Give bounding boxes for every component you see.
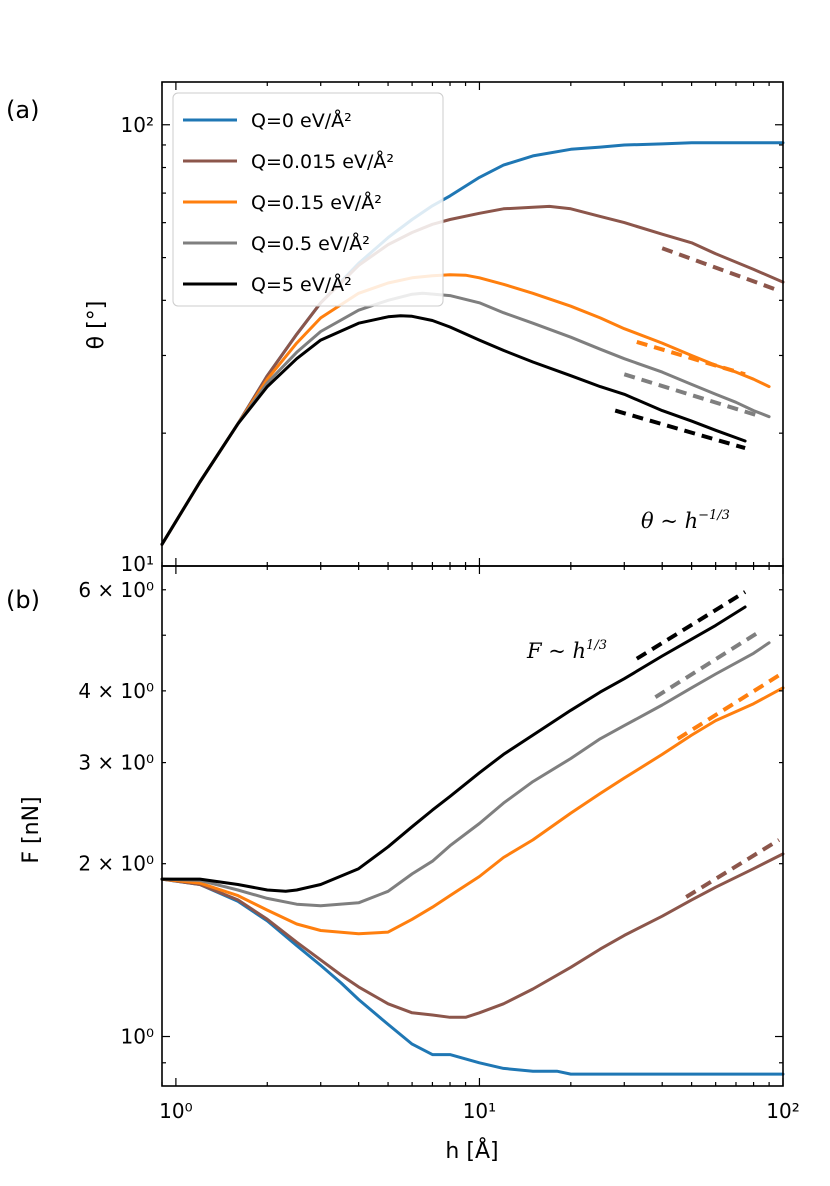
panel-a-guides xyxy=(614,246,777,451)
panel-b-guide-0 xyxy=(635,590,747,661)
panel-a-series-q-5-ev xyxy=(160,314,747,546)
panel-a-series-q-0-015-ev xyxy=(160,204,785,546)
panel-a-label: (a) xyxy=(6,96,39,124)
panel-a-y-axis-label: θ [°] xyxy=(84,301,109,350)
panel-b-y-tick-label: 10⁰ xyxy=(121,1025,154,1049)
panel-a-guide-0 xyxy=(661,246,777,292)
panel-b-series-q-0-ev xyxy=(160,877,785,1076)
panel-b-guides xyxy=(635,590,785,899)
panel-a-series-q-0-15-ev xyxy=(160,273,771,546)
legend-label-q-0-15-ev: Q=0.15 eV/Å² xyxy=(251,191,382,214)
panel-b-y-axis-label: F [nN] xyxy=(19,796,44,863)
panel-b-x-tick-label: 10² xyxy=(766,1099,799,1123)
panel-b-annotation-base: F ~ h xyxy=(526,639,586,663)
legend-items: Q=0 eV/Å² Q=0.015 eV/Å² Q=0.15 eV/Å² Q=0.5 … xyxy=(183,109,394,296)
panel-b-y-tick-label: 4 × 10⁰ xyxy=(78,679,154,703)
legend-label-q-0-5-ev: Q=0.5 eV/Å² xyxy=(251,232,370,255)
panel-b-y-tick-label: 3 × 10⁰ xyxy=(78,751,154,775)
panel-b-annotation-exponent: 1/3 xyxy=(586,638,607,653)
panel-a-annotation-base: θ ~ h xyxy=(641,509,698,533)
panel-b-y-ticks: 10⁰ 2 × 10⁰ 3 × 10⁰ 4 × 10⁰ 6 × 10⁰ xyxy=(78,578,783,1064)
panel-b-series-q-0-5-ev xyxy=(160,641,771,908)
panel-b-guide-3 xyxy=(685,838,781,899)
panel-a: (a) 10¹ 10² θ [°] θ ~ h−1/3 Q=0 eV/Å² Q=0.… xyxy=(6,81,785,576)
panel-b-label: (b) xyxy=(6,586,40,614)
legend-frame xyxy=(172,92,444,307)
panel-a-y-tick-label: 10¹ xyxy=(121,552,154,576)
legend-label-q-5-ev: Q=5 eV/Å² xyxy=(251,273,352,296)
panel-a-series xyxy=(160,141,785,546)
panel-a-guide-2 xyxy=(623,372,763,419)
panel-b-guide-2 xyxy=(676,671,785,741)
panel-a-guide-1 xyxy=(636,339,746,377)
panel-b-series-q-5-ev xyxy=(160,605,747,893)
legend-label-q-0-015-ev: Q=0.015 eV/Å² xyxy=(251,150,394,173)
panel-b-annotation: F ~ h1/3 xyxy=(526,638,607,663)
panel-b-series-q-0-15-ev xyxy=(160,686,785,936)
panel-a-series-q-0-5-ev xyxy=(160,291,771,546)
panel-b-x-tick-label: 10¹ xyxy=(463,1099,496,1123)
panel-b-x-ticks: 10⁰ 10¹ 10² xyxy=(159,566,800,1123)
panel-a-guide-3 xyxy=(614,408,746,451)
panel-b-x-axis-label: h [Å] xyxy=(445,1137,498,1164)
panel-b-frame xyxy=(161,565,784,1087)
panel-b-guide-1 xyxy=(654,628,763,699)
panel-a-annotation-exponent: −1/3 xyxy=(698,508,730,523)
panel-b-y-tick-label: 6 × 10⁰ xyxy=(78,578,154,602)
panel-a-y-tick-label: 10² xyxy=(121,113,154,137)
panel-b-y-tick-label: 2 × 10⁰ xyxy=(78,852,154,876)
panel-a-annotation: θ ~ h−1/3 xyxy=(641,508,730,533)
legend: Q=0 eV/Å² Q=0.015 eV/Å² Q=0.15 eV/Å² Q=0.5 … xyxy=(172,92,444,307)
panel-b-x-tick-label: 10⁰ xyxy=(159,1099,192,1123)
panel-b-series xyxy=(160,605,785,1076)
legend-label-q-0-ev: Q=0 eV/Å² xyxy=(251,109,352,132)
panel-b-series-q-0-015-ev xyxy=(160,852,785,1019)
